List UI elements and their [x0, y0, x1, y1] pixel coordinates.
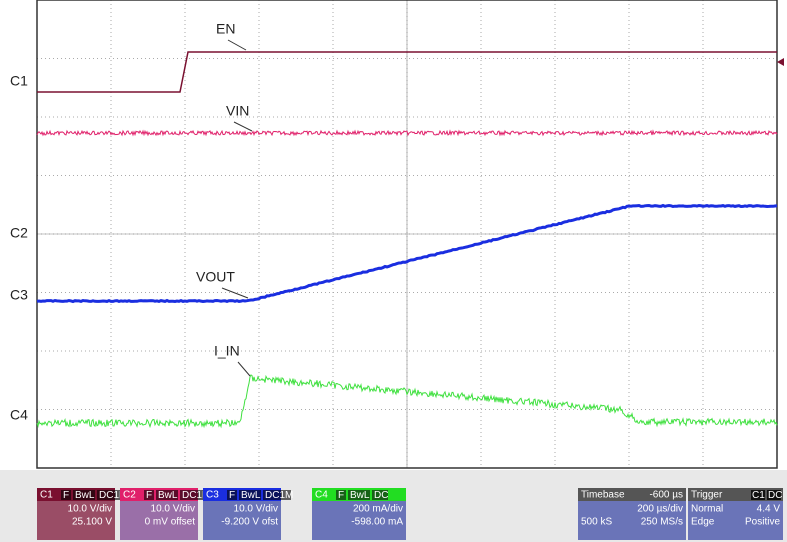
trace-label: VIN [226, 103, 249, 119]
badge [372, 490, 388, 500]
trace-label: VOUT [196, 269, 235, 285]
timebase-rate: 250 MS/s [641, 517, 683, 528]
timebase-delay: -600 µs [649, 490, 683, 501]
badge [156, 490, 178, 500]
badge-text: DC1M [182, 490, 210, 501]
waveform [36, 203, 778, 304]
channel-offset: 0 mV offset [145, 517, 196, 528]
badge-text: C1 [752, 490, 765, 501]
badge [336, 490, 346, 500]
timebase-header [578, 488, 686, 501]
channel-label: C4 [315, 490, 328, 501]
channel-marker: C3 [10, 287, 28, 303]
badge [227, 490, 237, 500]
label-leader [233, 121, 253, 132]
timebase-samples: 500 kS [581, 517, 612, 528]
plot-frame [36, 0, 778, 469]
badge [180, 490, 208, 500]
channel-marker: C2 [10, 225, 28, 241]
trigger-mode: Normal [691, 504, 723, 515]
channel-offset: -598.00 mA [351, 517, 403, 528]
badge-text: DC1M [265, 490, 293, 501]
badge [767, 490, 781, 500]
channel-marker: C4 [10, 407, 28, 423]
channel-marker: C1 [10, 73, 28, 89]
channel-scale: 10.0 V/div [68, 504, 112, 515]
trigger-level: 4.4 V [757, 504, 781, 515]
badge-text: F [229, 490, 235, 501]
badge [61, 490, 71, 500]
channel-scale: 10.0 V/div [151, 504, 195, 515]
label-leader [237, 361, 251, 377]
channel-label: C2 [123, 490, 136, 501]
timebase-title: Timebase [581, 490, 625, 501]
badge [97, 490, 125, 500]
badge-text: BwL [350, 490, 370, 501]
badge [751, 490, 765, 500]
channel-offset: 25.100 V [72, 517, 112, 528]
trigger-type: Edge [691, 517, 715, 528]
badge-text: F [338, 490, 344, 501]
channel-label: C1 [40, 490, 53, 501]
badge [73, 490, 95, 500]
badge [239, 490, 261, 500]
badge-text: DC [374, 490, 388, 501]
badge-text: DC1M [99, 490, 127, 501]
channel-scale: 10.0 V/div [234, 504, 278, 515]
channel-scale: 200 mA/div [353, 504, 403, 515]
badge-text: F [146, 490, 152, 501]
badge [144, 490, 154, 500]
badge-text: BwL [75, 490, 95, 501]
trace-label: EN [216, 21, 235, 37]
channel-offset: -9.200 V ofst [221, 517, 278, 528]
label-leader [227, 39, 247, 51]
waveform [36, 374, 778, 429]
waveform [36, 129, 778, 137]
badge [263, 490, 291, 500]
trace-label: I_IN [214, 343, 240, 359]
timebase-scale: 200 µs/div [637, 504, 683, 515]
badge [348, 490, 370, 500]
trigger-marker [777, 58, 784, 66]
trigger-slope: Positive [745, 517, 780, 528]
badge-text: F [63, 490, 69, 501]
badge-text: DC [768, 490, 782, 501]
grid [37, 0, 777, 468]
channel-label: C3 [206, 490, 219, 501]
badge-text: BwL [158, 490, 178, 501]
label-leader [221, 287, 249, 299]
waveforms [36, 51, 778, 429]
trigger-title: Trigger [691, 490, 723, 501]
badge-text: BwL [241, 490, 261, 501]
waveform [37, 51, 777, 93]
status-bar: C1 F BwL DC1M 10.0 V/div 25.100 V C2 F BwL DC1M 10… [0, 470, 787, 542]
